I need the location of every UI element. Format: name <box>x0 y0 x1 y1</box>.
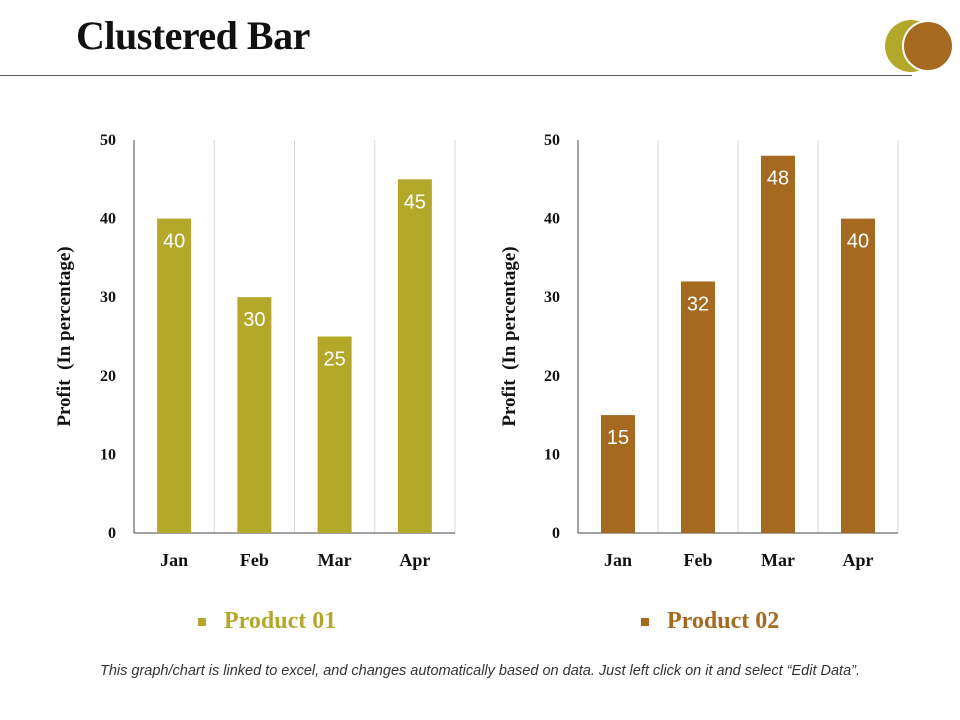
data-label: 25 <box>324 349 346 371</box>
x-tick-label: Apr <box>399 550 430 570</box>
y-tick-label: 20 <box>544 368 560 385</box>
legend-marker-product-01 <box>198 617 206 626</box>
y-tick-label: 40 <box>100 211 116 228</box>
footnote: This graph/chart is linked to excel, and… <box>99 663 861 679</box>
bar <box>317 336 352 533</box>
y-tick-label: 20 <box>100 368 116 385</box>
chart-product-01[interactable]: 0 10 20 30 40 50 Profit (In percentage) 40 Jan 30… <box>54 132 456 570</box>
y-tick-label: 0 <box>108 525 116 542</box>
data-label: 32 <box>687 293 709 315</box>
data-label: 48 <box>767 168 789 190</box>
chart-product-02[interactable]: 0 10 20 30 40 50 Profit (In percentage) 15 Jan 32… <box>499 132 899 570</box>
bar <box>397 179 432 534</box>
x-tick-label: Mar <box>761 550 795 570</box>
bar <box>237 297 272 533</box>
bar <box>601 415 635 533</box>
legend-label-product-01: Product 01 <box>224 608 337 634</box>
bar <box>157 218 192 533</box>
y-tick-label: 10 <box>100 446 116 463</box>
y-tick-label: 40 <box>544 211 560 228</box>
page-title: Clustered Bar <box>76 13 310 58</box>
x-tick-label: Jan <box>604 550 632 570</box>
x-tick-label: Apr <box>843 550 874 570</box>
y-axis-title: Profit (In percentage) <box>499 246 520 426</box>
bar <box>841 218 875 533</box>
x-tick-label: Jan <box>160 550 188 570</box>
y-tick-label: 10 <box>544 446 560 463</box>
x-tick-label: Feb <box>240 550 269 570</box>
y-tick-label: 30 <box>544 289 560 306</box>
data-label: 15 <box>607 427 629 449</box>
title-divider <box>0 75 912 76</box>
data-label: 40 <box>847 231 869 253</box>
legend-product-01[interactable]: Product 01 <box>198 608 336 635</box>
y-tick-label: 50 <box>544 132 560 149</box>
data-label: 40 <box>163 231 185 253</box>
y-tick-label: 0 <box>552 525 560 542</box>
legend-product-02[interactable]: Product 02 <box>641 608 779 635</box>
x-tick-label: Feb <box>684 550 713 570</box>
bar <box>681 281 715 533</box>
y-tick-label: 50 <box>100 132 116 149</box>
decorative-circle-brown <box>902 20 954 72</box>
data-label: 30 <box>243 309 265 331</box>
bar <box>761 155 795 533</box>
x-tick-label: Mar <box>318 550 352 570</box>
legend-label-product-02: Product 02 <box>667 608 780 634</box>
y-axis-title: Profit (In percentage) <box>54 246 75 426</box>
y-tick-label: 30 <box>100 289 116 306</box>
data-label: 45 <box>404 191 426 213</box>
legend-marker-product-02 <box>641 617 649 626</box>
